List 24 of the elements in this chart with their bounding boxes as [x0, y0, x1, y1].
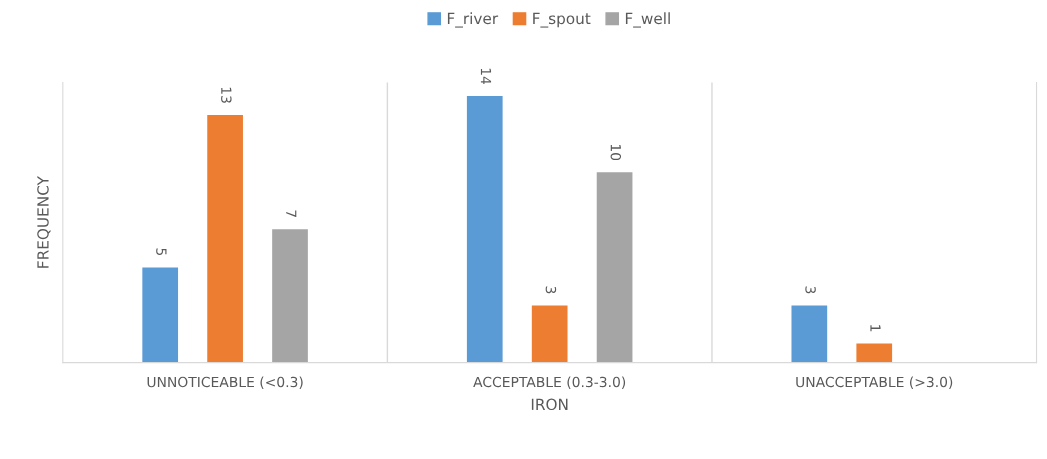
legend-label: F_spout: [533, 12, 591, 28]
data-label: 1: [870, 325, 881, 332]
data-label: 3: [545, 286, 557, 294]
legend-label: F_river: [447, 12, 499, 28]
bar: [142, 267, 179, 363]
x-axis-title: IRON: [531, 398, 568, 411]
data-label: 14: [480, 68, 492, 85]
bar: [207, 115, 243, 363]
bar: [272, 229, 308, 363]
data-label: 13: [221, 87, 232, 103]
data-label: 5: [156, 248, 167, 256]
bar: [856, 343, 893, 363]
legend-label: F_well: [625, 12, 670, 28]
x-tick-label: UNACCEPTABLE (>3.0): [796, 376, 953, 389]
bar: [791, 305, 828, 363]
x-tick-label: ACCEPTABLE (0.3-3.0): [473, 376, 626, 389]
bar: [596, 172, 633, 363]
bar: [531, 305, 568, 363]
data-label: 7: [286, 210, 297, 217]
data-label: 10: [610, 144, 622, 161]
data-label: 3: [805, 286, 816, 294]
x-tick-label: UNNOTICEABLE (<0.3): [147, 376, 303, 389]
bar: [466, 95, 503, 363]
y-axis-title: FREQUENCY: [37, 176, 51, 268]
